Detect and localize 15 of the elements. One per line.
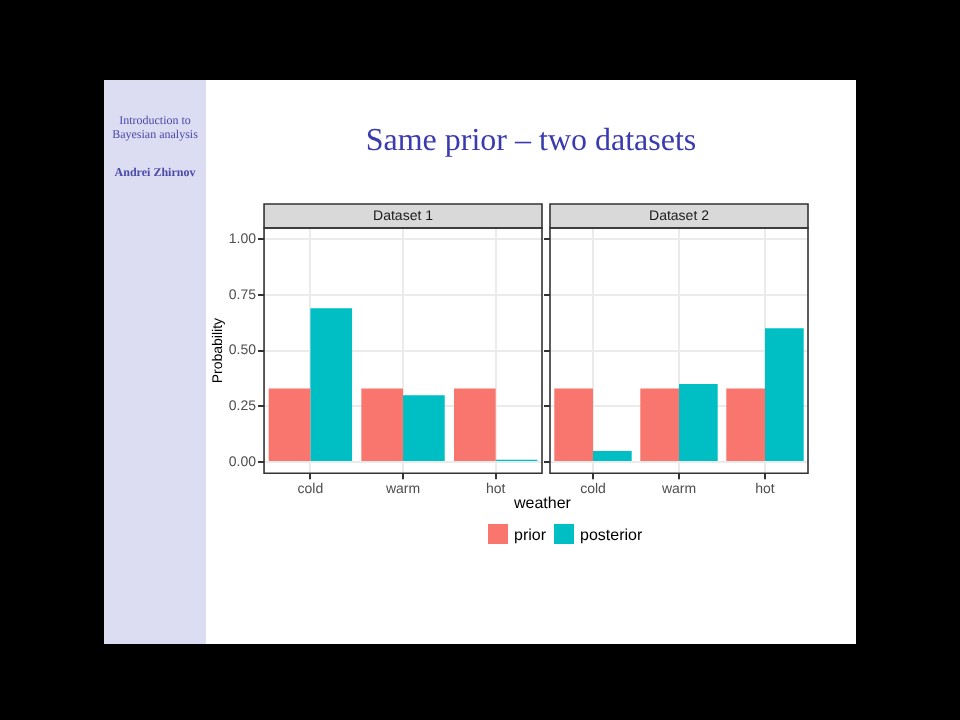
x-axis-title: weather (514, 494, 571, 512)
bar (310, 308, 353, 462)
bar (640, 388, 679, 462)
bar (726, 388, 765, 462)
bar (361, 388, 404, 462)
legend-label: prior (514, 525, 547, 543)
bar (268, 388, 311, 462)
bar (403, 395, 445, 462)
bar (453, 388, 496, 462)
bar (593, 450, 632, 462)
text: Same prior – two datasets (363, 124, 699, 160)
legend-label: posterior (580, 525, 643, 543)
bar (765, 328, 804, 462)
bar (679, 384, 718, 462)
bar (554, 388, 593, 462)
